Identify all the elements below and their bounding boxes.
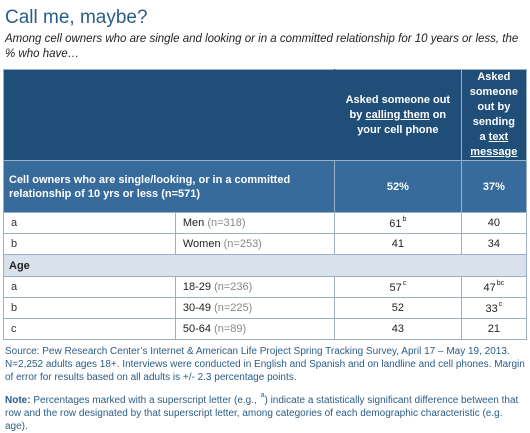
cell-value: 57c bbox=[333, 276, 462, 298]
cell-value: 43 bbox=[333, 318, 462, 340]
table-row: a Men (n=318) 61b 40 bbox=[3, 212, 528, 234]
header-blank bbox=[3, 69, 335, 161]
row-name: Women (n=253) bbox=[174, 233, 335, 255]
total-value-text: 37% bbox=[460, 160, 528, 213]
row-name-text: 30-49 bbox=[182, 302, 211, 314]
row-name: Men (n=318) bbox=[174, 212, 335, 234]
table-row: c 50-64 (n=89) 43 21 bbox=[3, 318, 528, 340]
row-letter: b bbox=[3, 297, 176, 319]
col1-link: calling them bbox=[365, 108, 430, 121]
significance-marker: c bbox=[498, 301, 503, 308]
column-header-text: Asked someone out by sending a text mess… bbox=[460, 69, 528, 161]
note-pre: Percentages marked with a superscript le… bbox=[30, 395, 260, 406]
row-n: (n=225) bbox=[214, 302, 253, 314]
cell-value-text: 57 bbox=[389, 282, 402, 294]
row-n: (n=236) bbox=[214, 281, 253, 293]
cell-value-text: 41 bbox=[391, 238, 404, 250]
cell-value-text: 52 bbox=[391, 302, 404, 314]
cell-value: 34 bbox=[460, 233, 528, 255]
row-n: (n=318) bbox=[207, 217, 246, 229]
note-sup: a bbox=[260, 392, 265, 399]
cell-value-text: 33 bbox=[485, 303, 498, 315]
data-table: Asked someone out by calling them on you… bbox=[3, 69, 528, 340]
col1-post: on your cell phone bbox=[357, 108, 447, 136]
row-name-text: 50-64 bbox=[182, 323, 211, 335]
chart-subtitle: Among cell owners who are single and loo… bbox=[5, 33, 519, 60]
table-row: b Women (n=253) 41 34 bbox=[3, 233, 528, 255]
table-row: a 18-29 (n=236) 57c 47bc bbox=[3, 276, 528, 298]
source-note: Source: Pew Research Center’s Internet &… bbox=[5, 346, 525, 383]
cell-value: 21 bbox=[460, 318, 528, 340]
gender-group: a Men (n=318) 61b 40 b Women (n=253) 41 34 bbox=[3, 212, 528, 255]
row-name: 18-29 (n=236) bbox=[174, 276, 335, 298]
section-row: Age bbox=[3, 254, 527, 277]
row-name: 50-64 (n=89) bbox=[174, 318, 335, 340]
row-n: (n=253) bbox=[223, 238, 262, 250]
total-value-calling: 52% bbox=[333, 160, 462, 213]
cell-value-text: 40 bbox=[487, 217, 500, 229]
cell-value: 52 bbox=[333, 297, 462, 319]
row-name-text: Women bbox=[182, 238, 221, 250]
cell-value: 61b bbox=[333, 212, 462, 234]
significance-marker: b bbox=[402, 216, 407, 223]
cell-value-text: 47 bbox=[483, 282, 496, 294]
cell-value-text: 43 bbox=[391, 323, 404, 335]
section-label: Age bbox=[3, 254, 527, 277]
table-row: b 30-49 (n=225) 52 33c bbox=[3, 297, 528, 319]
cell-value: 47bc bbox=[460, 276, 528, 298]
row-letter: a bbox=[3, 212, 176, 234]
col2-link: text message bbox=[470, 131, 518, 158]
significance-marker: c bbox=[402, 280, 407, 287]
total-row: Cell owners who are single/looking, or i… bbox=[3, 160, 528, 213]
significance-marker: bc bbox=[496, 280, 505, 287]
footnote: Note: Percentages marked with a superscr… bbox=[5, 389, 527, 433]
cell-value-text: 21 bbox=[487, 323, 500, 335]
row-letter: c bbox=[3, 318, 176, 340]
row-letter: a bbox=[3, 276, 176, 298]
col1-pre: Asked someone out by bbox=[345, 93, 451, 121]
cell-value: 33c bbox=[460, 297, 528, 319]
col2-pre: Asked someone out by sending a bbox=[469, 71, 518, 143]
cell-value-text: 34 bbox=[487, 238, 500, 250]
note-label: Note: bbox=[5, 395, 31, 406]
row-letter: b bbox=[3, 233, 176, 255]
header-row: Asked someone out by calling them on you… bbox=[3, 69, 528, 161]
cell-value: 41 bbox=[333, 233, 462, 255]
cell-value: 40 bbox=[460, 212, 528, 234]
row-name-text: 18-29 bbox=[182, 281, 211, 293]
cell-value-text: 61 bbox=[389, 218, 402, 230]
row-name: 30-49 (n=225) bbox=[174, 297, 335, 319]
column-header-calling: Asked someone out by calling them on you… bbox=[333, 69, 462, 161]
chart-title: Call me, maybe? bbox=[5, 7, 148, 28]
row-n: (n=89) bbox=[214, 323, 247, 335]
age-group: a 18-29 (n=236) 57c 47bc b 30-49 (n=225) 52 33c… bbox=[3, 276, 528, 340]
total-label: Cell owners who are single/looking, or i… bbox=[3, 160, 335, 213]
figure: Call me, maybe? Among cell owners who ar… bbox=[3, 3, 528, 433]
row-name-text: Men bbox=[182, 217, 205, 229]
